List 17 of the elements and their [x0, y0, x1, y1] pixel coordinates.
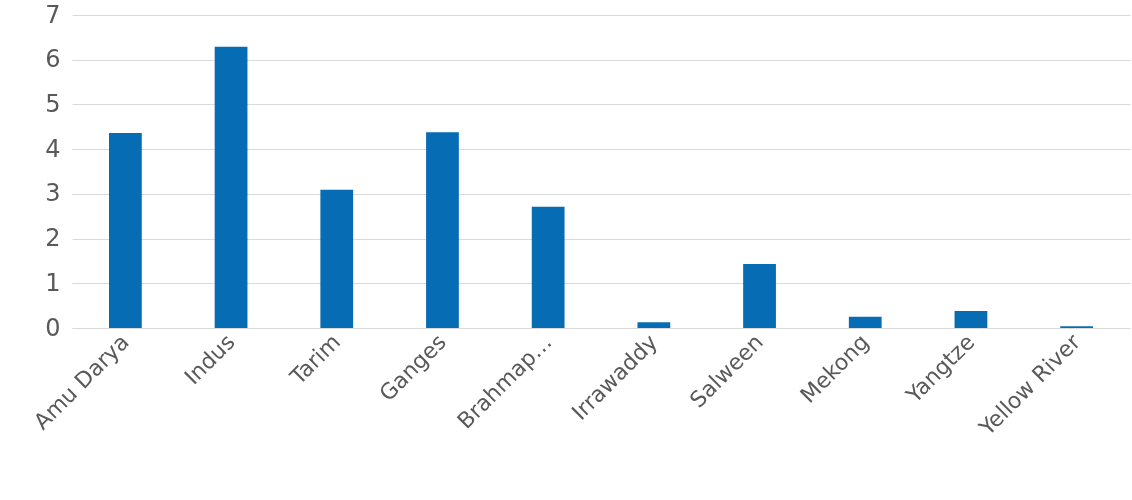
bar [426, 132, 459, 328]
y-tick-label: 7 [45, 0, 61, 29]
y-tick-label: 3 [45, 179, 61, 208]
bar [637, 322, 671, 328]
bar [954, 311, 988, 328]
bar [320, 189, 354, 328]
y-tick-label: 5 [45, 89, 61, 118]
bar [743, 264, 776, 328]
y-tick-label: 1 [45, 268, 61, 297]
bar [108, 133, 142, 328]
y-tick-label: 2 [45, 224, 61, 253]
bar [848, 316, 882, 328]
y-tick-label: 6 [45, 45, 61, 74]
bar [214, 46, 248, 328]
y-tick-label: 0 [45, 313, 61, 342]
bar [531, 206, 565, 328]
y-tick-label: 4 [45, 134, 61, 163]
